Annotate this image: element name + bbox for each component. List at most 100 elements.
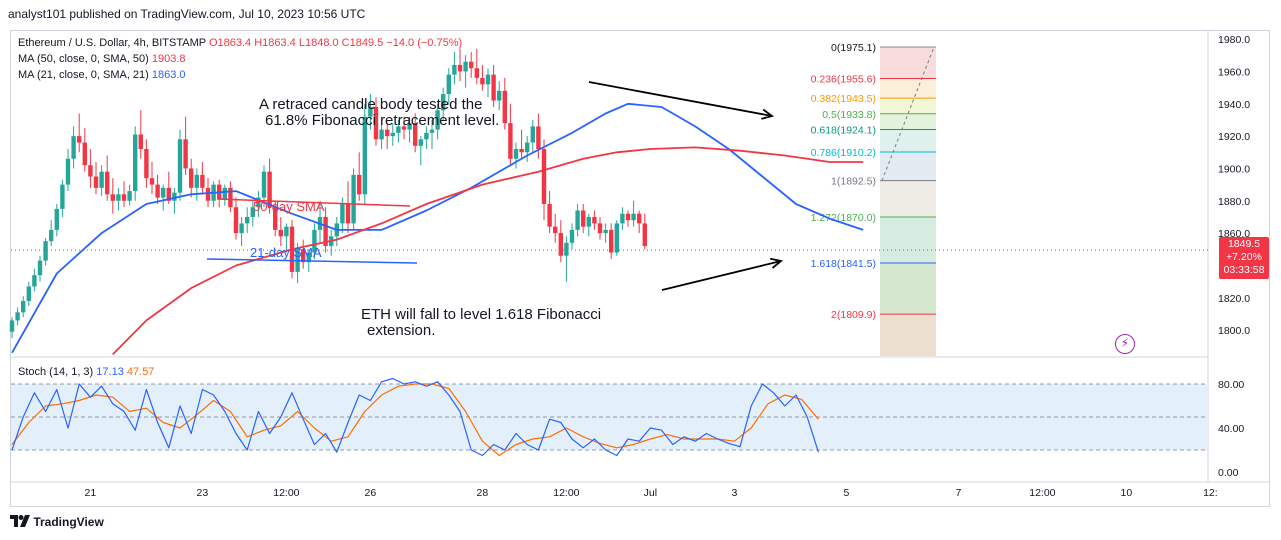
candle-body (161, 187, 166, 198)
arrow-to-fib-618 (588, 81, 773, 117)
candle-body (569, 229, 575, 243)
time-tick-label: 12:00 (273, 487, 299, 499)
ma50-trendline (216, 198, 411, 207)
candle-body (642, 223, 647, 247)
candle-body (166, 187, 171, 201)
candle-body (536, 126, 541, 150)
chart-frame[interactable] (10, 30, 1270, 507)
candle-body (194, 174, 199, 188)
candle-body (222, 187, 227, 200)
time-tick-label: 10 (1121, 487, 1133, 499)
candle-body (429, 129, 435, 133)
candle-body (575, 210, 580, 230)
stoch-k-value: 17.13 (96, 366, 124, 378)
stoch-tick-label: 80.00 (1218, 379, 1244, 391)
time-tick-label: 28 (477, 487, 489, 499)
footer-brand[interactable]: TradingView (10, 515, 104, 529)
fib-zone (880, 314, 936, 356)
stoch-tick-label: 40.00 (1218, 423, 1244, 435)
candle-body (239, 223, 244, 234)
candle-body (541, 149, 547, 205)
stoch-tick-label: 0.00 (1218, 467, 1239, 479)
ma50-line (112, 146, 864, 356)
legend-ma50-row[interactable]: MA (50, close, 0, SMA, 50) 1903.8 (18, 51, 462, 67)
candle-body (435, 110, 440, 130)
candle-body (88, 165, 93, 177)
legend-ma21-row[interactable]: MA (21, close, 0, SMA, 21) 1863.0 (18, 67, 462, 83)
stoch-legend[interactable]: Stoch (14, 1, 3) 17.13 47.57 (18, 366, 154, 378)
publisher-text: analyst101 published on TradingView.com,… (8, 7, 366, 21)
ma21-annotation-label: 21-day SMA (250, 245, 322, 260)
fib-zone (880, 180, 936, 217)
candle-body (15, 312, 20, 321)
candle-body (558, 233, 563, 256)
candle-body (306, 252, 311, 263)
candle-body (77, 136, 82, 143)
candle-body (480, 77, 485, 85)
price-tick-label: 1920.0 (1218, 131, 1250, 143)
candle-body (267, 171, 272, 208)
candle-body (26, 286, 31, 302)
candle-body (312, 229, 317, 253)
fib-zone (880, 216, 936, 264)
fib-zone (880, 98, 936, 114)
candle-body (155, 184, 160, 198)
candle-body (620, 213, 625, 224)
candle-body (469, 61, 474, 69)
candle-body (357, 174, 362, 195)
candle-body (345, 204, 351, 224)
time-tick-label: 12:00 (553, 487, 579, 499)
price-tick-label: 1880.0 (1218, 196, 1250, 208)
candle-body (609, 229, 614, 253)
fib-level-label: 1.618(1841.5) (811, 258, 876, 270)
candle-body (519, 149, 524, 153)
candle-body (446, 74, 451, 95)
candle-body (256, 197, 261, 208)
candle-body (547, 204, 552, 227)
candle-body (441, 94, 446, 111)
candle-body (485, 74, 491, 85)
arrow-to-fib-1618 (661, 260, 782, 291)
candle-body (273, 207, 278, 230)
candle-body (278, 229, 283, 237)
candle-body (379, 129, 384, 140)
fib-zone (880, 47, 936, 79)
candle-body (250, 207, 255, 217)
candle-body (603, 229, 608, 234)
price-tick-label: 1960.0 (1218, 66, 1250, 78)
candle-body (149, 178, 155, 185)
candle-body (49, 229, 54, 242)
candle-body (373, 106, 379, 140)
candle-note-line2: 61.8% Fibonacci retracement level. (265, 112, 500, 129)
candle-body (32, 275, 37, 287)
candle-body (362, 116, 367, 195)
candle-body (177, 139, 183, 193)
candle-body (284, 226, 289, 237)
time-tick-label: 7 (955, 487, 961, 499)
time-tick-label: 3 (731, 487, 737, 499)
lightning-bolt-icon[interactable]: ⚡ (1115, 334, 1135, 354)
ma50-annotation-label: 50-day SMA (253, 199, 325, 214)
candle-body (631, 213, 636, 221)
legend-title-row: Ethereum / U.S. Dollar, 4h, BITSTAMP O18… (18, 35, 462, 51)
candle-body (592, 216, 597, 224)
time-tick-label: 12:00 (1029, 487, 1055, 499)
candle-body (525, 142, 530, 153)
arrow-to-fib-1618-head (770, 257, 784, 269)
candle-body (385, 129, 390, 137)
stoch-d-value: 47.57 (126, 366, 155, 378)
arrow-to-fib-618-head (761, 108, 775, 120)
fib-zone (880, 78, 936, 99)
candle-body (407, 123, 412, 130)
candle-body (340, 204, 345, 224)
symbol-title[interactable]: Ethereum / U.S. Dollar, 4h, BITSTAMP (18, 37, 206, 49)
fib-level-label: 0.786(1910.2) (811, 147, 876, 159)
candle-body (245, 216, 250, 224)
footer-brand-text: TradingView (33, 515, 104, 529)
candle-body (21, 301, 26, 313)
candle-body (625, 213, 631, 221)
ma21-label: MA (21, close, 0, SMA, 21) (18, 69, 149, 81)
candle-body (233, 207, 239, 234)
candle-body (368, 106, 373, 117)
